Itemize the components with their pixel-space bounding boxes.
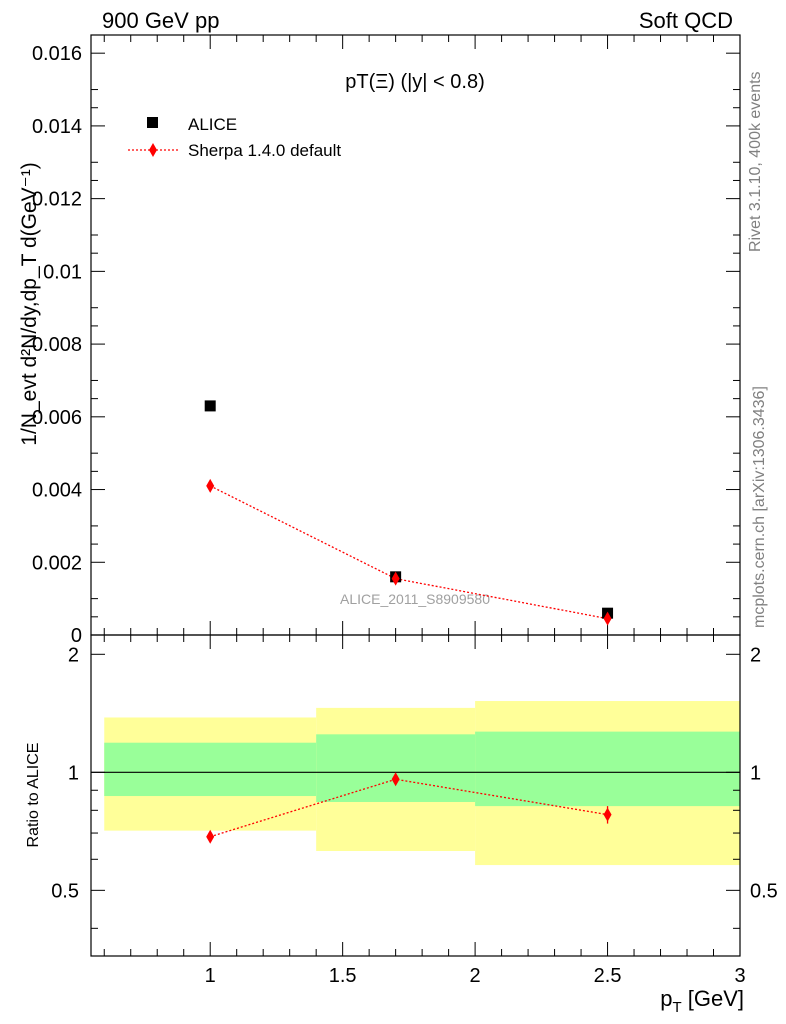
main-y-tick-label-0: 0.002: [32, 552, 82, 574]
mcplots-label: mcplots.cern.ch [arXiv:1306.3436]: [751, 386, 768, 628]
main-panel: 0.0020.0040.0060.0080.010.0120.0140.0160…: [18, 34, 741, 647]
header-left: 900 GeV pp: [102, 8, 219, 33]
x-tick-label-0: 1: [205, 965, 216, 987]
legend-alice-label: ALICE: [188, 115, 237, 134]
main-y-tick-label-3: 0.008: [32, 334, 82, 356]
sherpa-ratio-point-0: [206, 829, 215, 844]
x-tick-label-2: 2: [470, 965, 481, 987]
ratio-band-inner-2: [475, 731, 740, 807]
main-plot-title: pT(Ξ) (|y| < 0.8): [345, 71, 485, 93]
ratio-band-inner-0: [104, 742, 317, 797]
ratio-y-axis-label: Ratio to ALICE: [25, 743, 42, 848]
main-y-tick-label-4: 0.01: [43, 261, 82, 283]
legend-alice-marker: [147, 117, 158, 128]
main-series: [204, 400, 614, 626]
ratio-y-tick-label-right-1: 1: [750, 762, 761, 784]
ratio-y-tick-label-right-0: 0.5: [750, 880, 778, 902]
legend-sherpa-label: Sherpa 1.4.0 default: [188, 141, 341, 160]
header-right: Soft QCD: [639, 8, 733, 33]
main-y-tick-label-5: 0.012: [32, 189, 82, 211]
sherpa-point-2: [603, 611, 612, 626]
x-tick-label-3: 2.5: [594, 965, 622, 987]
main-y-tick-label-1: 0.004: [32, 480, 82, 502]
analysis-watermark: ALICE_2011_S8909580: [340, 591, 490, 607]
main-y-tick-label-7: 0.016: [32, 43, 82, 65]
ratio-y-tick-label-right-2: 2: [750, 644, 761, 666]
main-axes: 0.002 0.004 0.006 0.008 0.01 0.012 0.014 0.016 0: [32, 34, 741, 647]
sherpa-ratio-line: [210, 778, 608, 838]
main-y-axis-label: 1/N_evt d²N/dy,dp_T d(GeV⁻¹): [18, 162, 41, 445]
ratio-panel: 1 1.5 2 2.5 3 0.5 0.5 1 1 2 2 Ratio to ALICE pT [G…: [25, 634, 778, 1016]
sherpa-main-line: [209, 485, 608, 620]
ratio-series: [206, 772, 612, 844]
ratio-axes: 1 1.5 2 2.5 3 0.5 0.5 1 1 2 2: [51, 634, 778, 987]
x-tick-label-1: 1.5: [329, 965, 357, 987]
ratio-band-inner-1: [316, 734, 476, 803]
sherpa-ratio-point-1: [391, 772, 400, 787]
ratio-y-tick-label-left-0: 0.5: [51, 880, 79, 902]
main-y-tick-label-zero: 0: [71, 625, 82, 647]
ratio-frame: [90, 634, 741, 957]
legend: ALICE Sherpa 1.4.0 default: [128, 115, 341, 160]
rivet-label: Rivet 3.1.10, 400k events: [747, 71, 764, 252]
legend-sherpa-marker: [149, 143, 157, 157]
sherpa-ratio-point-2: [603, 807, 612, 822]
alice-point-0: [204, 400, 216, 412]
ratio-y-tick-label-left-2: 2: [68, 644, 79, 666]
main-y-tick-label-2: 0.006: [32, 407, 82, 429]
sherpa-point-0: [206, 478, 215, 493]
x-tick-label-4: 3: [734, 965, 745, 987]
main-y-tick-label-6: 0.014: [32, 116, 82, 138]
sherpa-point-1: [391, 571, 400, 586]
x-axis-label: pT [GeV]: [660, 986, 744, 1016]
ratio-y-tick-label-left-1: 1: [68, 762, 79, 784]
